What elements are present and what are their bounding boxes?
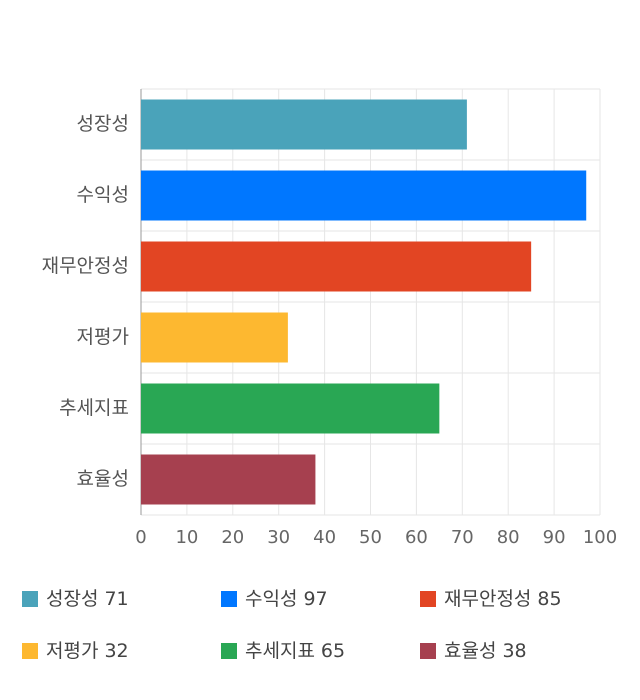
legend-name: 효율성 — [444, 640, 496, 662]
x-tick-label: 80 — [497, 527, 520, 548]
x-tick-label: 10 — [175, 527, 198, 548]
bar — [141, 241, 532, 292]
x-tick-label: 60 — [405, 527, 428, 548]
legend-item: 효율성 38 — [420, 640, 527, 662]
y-tick-label: 수익성 — [77, 184, 129, 206]
legend-item: 저평가 32 — [22, 640, 129, 662]
legend-swatch — [22, 643, 38, 659]
legend-label: 저평가 32 — [46, 640, 129, 662]
legend-swatch — [221, 643, 237, 659]
legend-label: 효율성 38 — [444, 640, 527, 662]
legend-value: 97 — [303, 588, 327, 610]
legend-value: 65 — [321, 640, 345, 662]
legend-label: 추세지표 65 — [245, 640, 345, 662]
legend-label: 수익성 97 — [245, 588, 328, 610]
x-tick-label: 70 — [451, 527, 474, 548]
y-tick-label: 성장성 — [77, 113, 129, 135]
legend-name: 성장성 — [46, 588, 98, 610]
y-tick-label: 재무안정성 — [42, 255, 129, 277]
x-tick-label: 0 — [135, 527, 146, 548]
legend-value: 38 — [502, 640, 526, 662]
legend-name: 수익성 — [245, 588, 297, 610]
legend-swatch — [420, 591, 436, 607]
legend-item: 수익성 97 — [221, 588, 328, 610]
legend-item: 재무안정성 85 — [420, 588, 562, 610]
bar — [141, 383, 440, 434]
legend-swatch — [420, 643, 436, 659]
legend-swatch — [221, 591, 237, 607]
legend-swatch — [22, 591, 38, 607]
x-tick-label: 40 — [313, 527, 336, 548]
x-tick-label: 90 — [543, 527, 566, 548]
legend-label: 성장성 71 — [46, 588, 129, 610]
legend-name: 추세지표 — [245, 640, 315, 662]
legend-label: 재무안정성 85 — [444, 588, 562, 610]
x-tick-label: 30 — [267, 527, 290, 548]
legend-name: 저평가 — [46, 640, 98, 662]
y-tick-label: 저평가 — [77, 326, 129, 348]
legend-value: 71 — [104, 588, 128, 610]
x-tick-label: 100 — [583, 527, 617, 548]
y-tick-label: 추세지표 — [59, 397, 129, 419]
y-tick-label: 효율성 — [77, 468, 129, 490]
legend-value: 85 — [537, 588, 561, 610]
legend-name: 재무안정성 — [444, 588, 531, 610]
bar — [141, 170, 587, 221]
x-tick-label: 20 — [221, 527, 244, 548]
legend-item: 추세지표 65 — [221, 640, 345, 662]
x-tick-label: 50 — [359, 527, 382, 548]
legend-item: 성장성 71 — [22, 588, 129, 610]
bar — [141, 454, 316, 505]
legend-value: 32 — [104, 640, 128, 662]
bar — [141, 312, 288, 363]
bar — [141, 99, 467, 150]
